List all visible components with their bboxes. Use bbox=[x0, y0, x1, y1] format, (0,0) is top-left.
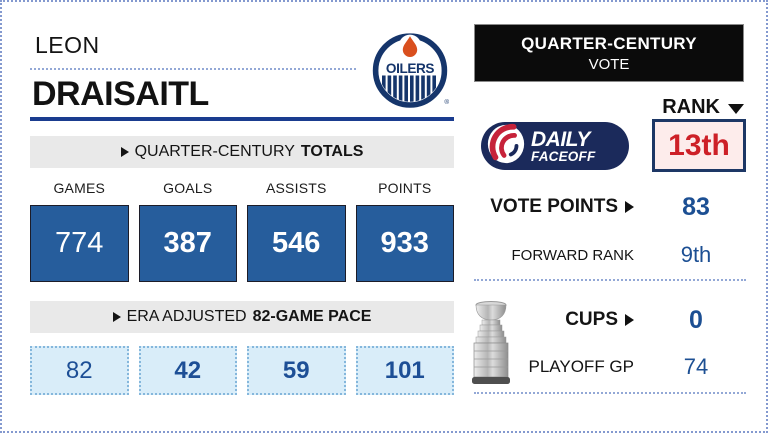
brand-faceoff: FACEOFF bbox=[531, 148, 596, 164]
stat-label-goals: GOALS bbox=[163, 180, 213, 196]
totals-labels-row: GAMES GOALS ASSISTS POINTS bbox=[30, 180, 454, 196]
oilers-wordmark: OILERS bbox=[386, 61, 435, 76]
brand-daily: DAILY bbox=[531, 127, 590, 151]
vote-panel-divider bbox=[474, 279, 746, 281]
stat-label-points: POINTS bbox=[378, 180, 432, 196]
totals-header-bold: TOTALS bbox=[300, 143, 364, 160]
stat-label-assists: ASSISTS bbox=[265, 180, 327, 196]
totals-header-prefix: QUARTER-CENTURY bbox=[134, 143, 295, 160]
cups-row: CUPS 0 bbox=[474, 305, 746, 335]
forward-rank-row: FORWARD RANK 9th bbox=[474, 242, 746, 268]
stat-value-games: 774 bbox=[30, 205, 129, 282]
stat-label-games: GAMES bbox=[53, 180, 106, 196]
arrow-right-icon bbox=[625, 200, 634, 213]
rank-column-header: RANK bbox=[474, 96, 744, 119]
dailyfaceoff-logo: DAILY FACEOFF bbox=[481, 122, 629, 170]
rank-value: 13th bbox=[668, 128, 730, 162]
vote-header-line2: VOTE bbox=[588, 55, 630, 73]
cups-label: CUPS bbox=[474, 309, 646, 331]
vote-points-row: VOTE POINTS 83 bbox=[474, 192, 746, 222]
pace-values-row: 82 42 59 101 bbox=[30, 346, 454, 395]
totals-section-header: QUARTER-CENTURY TOTALS bbox=[30, 136, 454, 168]
vote-points-value: 83 bbox=[682, 192, 710, 221]
pace-value-points: 101 bbox=[355, 346, 454, 395]
vote-panel-header: QUARTER-CENTURY VOTE bbox=[474, 24, 744, 82]
arrow-right-icon bbox=[120, 147, 129, 157]
pace-value-games: 82 bbox=[30, 346, 129, 395]
playoff-gp-row: PLAYOFF GP 74 bbox=[474, 354, 746, 380]
stanley-cup-icon bbox=[468, 299, 514, 392]
pace-header-bold: 82-GAME PACE bbox=[252, 308, 372, 325]
rank-value-box: 13th bbox=[652, 119, 746, 172]
stat-value-assists: 546 bbox=[247, 205, 346, 282]
stat-value-goals: 387 bbox=[138, 205, 237, 282]
vote-header-line1: QUARTER-CENTURY bbox=[521, 33, 697, 53]
playoff-gp-label: PLAYOFF GP bbox=[528, 357, 635, 376]
arrow-right-icon bbox=[625, 313, 634, 326]
name-dotted-divider bbox=[30, 68, 356, 70]
name-underline bbox=[30, 117, 454, 121]
forward-rank-label: FORWARD RANK bbox=[511, 246, 634, 264]
player-last-name: DRAISAITL bbox=[32, 75, 209, 113]
stat-value-points: 933 bbox=[355, 205, 454, 282]
totals-values-row: 774 387 546 933 bbox=[30, 205, 454, 282]
pace-value-goals: 42 bbox=[138, 346, 237, 395]
pace-header-prefix: ERA ADJUSTED bbox=[126, 308, 247, 325]
registered-mark: ® bbox=[444, 98, 449, 106]
playoff-gp-value: 74 bbox=[683, 354, 709, 379]
pace-value-assists: 59 bbox=[247, 346, 346, 395]
oil-drop-icon bbox=[402, 36, 418, 57]
pace-section-header: ERA ADJUSTED 82-GAME PACE bbox=[30, 301, 454, 333]
cups-value: 0 bbox=[689, 305, 703, 334]
faceoff-swoosh-icon bbox=[485, 123, 527, 170]
arrow-right-icon bbox=[112, 312, 121, 322]
forward-rank-value: 9th bbox=[680, 242, 712, 267]
rank-label: RANK bbox=[662, 96, 720, 118]
player-first-name: LEON bbox=[35, 32, 100, 58]
vote-panel-divider bbox=[474, 392, 746, 394]
chevron-down-icon bbox=[728, 103, 744, 114]
vote-points-label: VOTE POINTS bbox=[474, 196, 646, 218]
oilers-logo-icon: OILERS ® bbox=[370, 29, 450, 114]
